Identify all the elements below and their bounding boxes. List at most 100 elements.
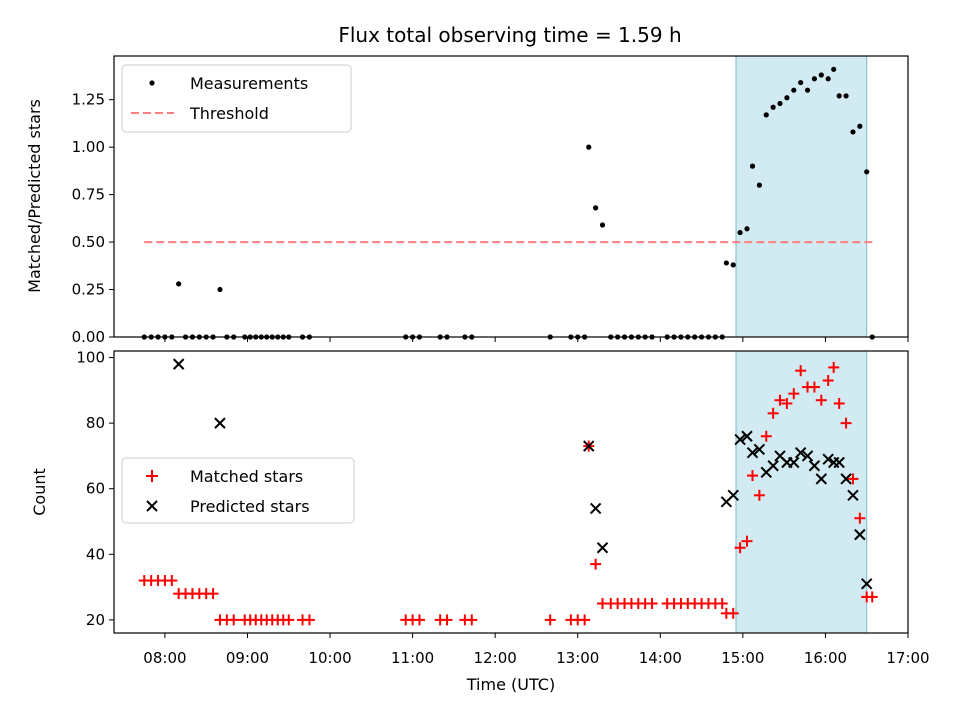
predicted-star-point	[727, 489, 739, 501]
measurement-point	[723, 260, 729, 266]
legend-predicted-marker	[146, 500, 158, 512]
measurement-point	[730, 262, 736, 268]
measurement-point	[804, 87, 811, 93]
predicted-star-point	[596, 542, 609, 554]
bottom-legend: Matched stars Predicted stars	[121, 457, 355, 524]
matched-star-point	[441, 614, 453, 626]
matched-star-point	[753, 489, 765, 501]
predicted-star-point	[808, 460, 821, 472]
measurement-point	[763, 112, 769, 118]
top-ylabel: Matched/Predicted stars	[25, 99, 44, 293]
measurement-point	[850, 129, 856, 135]
matched-star-point	[166, 575, 178, 587]
top-ytick-label: 0.75	[72, 186, 105, 204]
predicted-star-point	[794, 446, 807, 459]
matched-star-point	[774, 394, 786, 406]
matched-star-point	[808, 381, 820, 393]
xtick-label: 13:00	[556, 649, 599, 667]
legend-matched-marker	[146, 470, 158, 482]
matched-star-point	[544, 614, 556, 626]
measurement-point	[825, 76, 831, 82]
top-panel: 0.00 0.25 0.50 0.75 1.00 1.25 Matched/Predict…	[25, 55, 909, 346]
bottom-panel-highlight-layer	[735, 351, 868, 633]
predicted-star-point	[172, 358, 185, 370]
measurement-point	[784, 95, 790, 101]
matched-star-point	[767, 407, 779, 419]
bottom-ytick-label: 40	[86, 545, 105, 563]
predicted-star-point	[214, 417, 226, 429]
measurement-point	[857, 123, 863, 129]
predicted-star-point	[788, 456, 800, 469]
matched-star-point	[413, 614, 425, 626]
matched-star-point	[781, 397, 793, 409]
top-ytick-label: 1.00	[72, 138, 105, 156]
measurement-point	[843, 93, 849, 99]
xtick-label: 12:00	[474, 649, 517, 667]
measurement-point	[586, 144, 592, 150]
predicted-star-point	[746, 446, 759, 459]
legend-measurements-marker	[149, 80, 155, 86]
matched-star-point	[822, 375, 834, 387]
measurement-point	[831, 66, 837, 72]
matched-star-point	[734, 542, 746, 554]
matched-star-point	[747, 470, 759, 482]
predicted-star-point	[854, 528, 866, 541]
predicted-star-point	[840, 473, 852, 485]
top-ytick-label: 0.00	[72, 328, 105, 346]
predicted-star-point	[741, 430, 753, 442]
bottom-panel-marks	[138, 358, 878, 626]
measurement-point	[176, 281, 182, 287]
top-legend: Measurements Threshold	[121, 64, 352, 133]
predicted-star-point	[801, 450, 814, 462]
bottom-ytick-label: 100	[76, 349, 105, 367]
predicted-star-point	[861, 578, 873, 590]
matched-star-point	[590, 558, 602, 570]
measurement-point	[777, 100, 783, 107]
measurement-point	[798, 79, 804, 86]
predicted-star-point	[734, 433, 746, 446]
measurement-point	[811, 76, 818, 82]
measurement-point	[217, 286, 223, 293]
measurement-point	[836, 93, 842, 99]
matched-star-point	[283, 614, 295, 626]
xlabel: Time (UTC)	[466, 675, 555, 694]
measurement-point	[749, 163, 756, 169]
matched-star-point	[847, 473, 859, 485]
matched-star-point	[741, 535, 753, 547]
predicted-star-point	[815, 473, 828, 485]
predicted-star-point	[753, 443, 766, 456]
top-legend-box	[121, 64, 352, 133]
matched-star-point	[854, 512, 866, 524]
bottom-ytick-label: 80	[86, 414, 105, 432]
top-ytick-label: 0.50	[72, 233, 105, 251]
legend-predicted-label: Predicted stars	[190, 497, 310, 516]
bottom-legend-box	[121, 457, 355, 524]
matched-star-point	[828, 361, 840, 373]
legend-matched-label: Matched stars	[190, 467, 303, 486]
xtick-label: 16:00	[804, 649, 847, 667]
xtick-label: 09:00	[226, 649, 269, 667]
top-panel-highlight-layer	[735, 56, 868, 337]
measurement-point	[744, 226, 750, 232]
top-panel-frame	[113, 55, 909, 338]
matched-star-point	[228, 614, 240, 626]
xtick-label: 10:00	[308, 649, 351, 667]
matched-star-point	[466, 614, 478, 626]
matched-star-point	[815, 394, 827, 406]
predicted-star-point	[833, 456, 845, 469]
matched-star-point	[579, 614, 591, 626]
legend-threshold-label: Threshold	[189, 104, 269, 123]
predicted-star-point	[767, 460, 779, 472]
matched-star-point	[716, 597, 728, 609]
bottom-ytick-label: 20	[86, 611, 105, 629]
matched-star-point	[727, 607, 739, 619]
matched-star-point	[646, 597, 658, 609]
top-highlight-span	[735, 56, 867, 337]
measurement-point	[770, 104, 776, 110]
top-panel-ticks: 0.00 0.25 0.50 0.75 1.00 1.25	[72, 91, 909, 346]
top-ytick-label: 1.25	[72, 91, 105, 109]
bottom-ytick-label: 60	[86, 480, 105, 498]
measurement-point	[791, 87, 797, 93]
predicted-star-point	[589, 502, 602, 515]
